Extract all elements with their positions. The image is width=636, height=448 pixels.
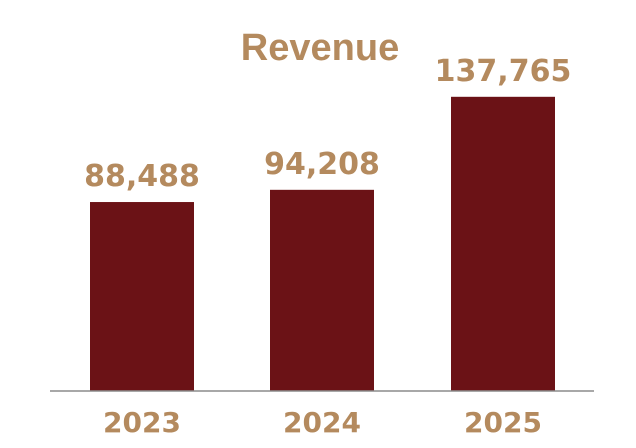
x-tick-label-2025: 2025 bbox=[464, 406, 542, 439]
bars-layer bbox=[90, 96, 555, 392]
data-label-2024: 94,208 bbox=[264, 147, 380, 182]
data-label-2025: 137,765 bbox=[435, 54, 572, 89]
bar-2025 bbox=[451, 96, 555, 392]
data-labels-layer: 88,488 94,208 137,765 bbox=[84, 54, 571, 194]
x-tick-label-2024: 2024 bbox=[283, 406, 361, 439]
x-axis-ticks-layer: 2023 2024 2025 bbox=[103, 406, 542, 439]
bar-2024 bbox=[270, 189, 374, 391]
data-label-2023: 88,488 bbox=[84, 159, 200, 194]
chart-title: Revenue bbox=[241, 27, 399, 69]
bar-2023 bbox=[90, 202, 194, 391]
x-tick-label-2023: 2023 bbox=[103, 406, 181, 439]
